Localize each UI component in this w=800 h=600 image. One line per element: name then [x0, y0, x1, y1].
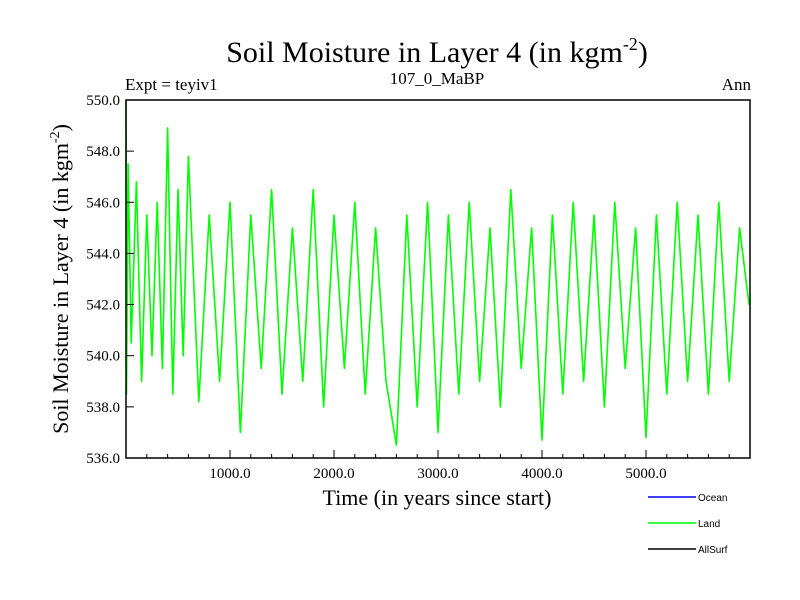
- experiment-label: Expt = teyiv1: [125, 75, 218, 94]
- y-tick-label: 536.0: [86, 451, 120, 467]
- chart-title: Soil Moisture in Layer 4 (in kgm-2): [226, 34, 648, 69]
- y-tick-label: 544.0: [86, 246, 120, 262]
- legend-label-ocean: Ocean: [698, 493, 727, 504]
- x-tick-label: 1000.0: [209, 466, 250, 482]
- x-tick-label: 3000.0: [417, 466, 458, 482]
- y-tick-label: 538.0: [86, 400, 120, 416]
- axis-ticks: 1000.0 2000.0 3000.0 4000.0 5000.0 536.0 538.0…: [86, 93, 730, 482]
- y-tick-label: 546.0: [86, 195, 120, 211]
- plot-frame: [125, 99, 751, 459]
- legend-label-allsurf: AllSurf: [698, 545, 728, 556]
- legend: Ocean Land AllSurf: [648, 493, 728, 556]
- x-tick-label: 2000.0: [313, 466, 354, 482]
- x-tick-label: 4000.0: [521, 466, 562, 482]
- plot-area: [125, 99, 750, 447]
- y-tick-label: 550.0: [86, 93, 120, 109]
- y-tick-label: 548.0: [86, 144, 120, 160]
- period-label: 107_0_MaBP: [390, 69, 484, 88]
- y-tick-label: 542.0: [86, 298, 120, 314]
- x-axis-label: Time (in years since start): [323, 485, 552, 510]
- x-tick-label: 5000.0: [625, 466, 666, 482]
- y-axis-label: Soil Moisture in Layer 4 (in kgm-2): [48, 124, 73, 434]
- season-label: Ann: [722, 75, 752, 94]
- y-tick-label: 540.0: [86, 349, 120, 365]
- series-line-land: [125, 99, 750, 447]
- legend-label-land: Land: [698, 519, 720, 530]
